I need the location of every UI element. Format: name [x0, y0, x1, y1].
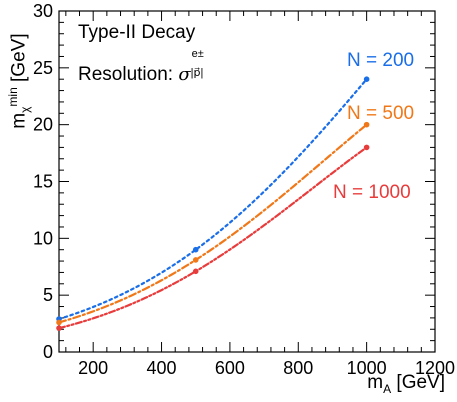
- annotation-sigma-sub: |p⃗|: [190, 67, 204, 79]
- y-tick-label: 20: [33, 115, 53, 135]
- annotation-decay-type: Type-II Decay: [78, 22, 196, 43]
- y-tick-label: 0: [43, 342, 53, 362]
- x-tick-label: 600: [215, 358, 245, 378]
- x-tick-label: 200: [78, 358, 108, 378]
- data-point: [56, 325, 62, 331]
- annotation-sigma: σ: [178, 64, 191, 85]
- annotation-resolution-label: Resolution:: [78, 64, 174, 85]
- series-curves: [57, 78, 368, 330]
- y-axis-title-wrap: mχmin [GeV]: [2, 30, 32, 130]
- x-tick-label: 400: [147, 358, 177, 378]
- x-tick-label: 800: [283, 358, 313, 378]
- annotation-sigma-sup: e±: [191, 48, 204, 60]
- series-label: N = 500: [347, 103, 414, 124]
- annotation-sigma-indices: e± |p⃗|: [190, 48, 215, 80]
- series-line: [57, 78, 368, 321]
- axis-tick-labels: 200 400 600 800 1000 1200 0 5 10 15 20 25 30: [33, 1, 455, 378]
- series-line: [57, 123, 368, 324]
- annotation-resolution: Resolution: σ e± |p⃗|: [78, 48, 215, 86]
- data-point: [363, 144, 370, 151]
- x-axis-title: mA [GeV]: [367, 372, 445, 396]
- x-tick-label: 1000: [347, 358, 387, 378]
- y-tick-label: 25: [33, 58, 53, 78]
- series-labels: N = 200 N = 500 N = 1000: [333, 50, 414, 203]
- x-tick-label: 1200: [415, 358, 455, 378]
- series-label: N = 200: [347, 50, 414, 71]
- data-point: [192, 246, 199, 253]
- series-line: [57, 146, 368, 330]
- y-tick-label: 15: [33, 172, 53, 192]
- y-tick-label: 5: [43, 285, 53, 305]
- data-point: [56, 319, 62, 326]
- series-points: [56, 76, 370, 331]
- y-tick-label: 30: [33, 1, 53, 21]
- data-point: [192, 268, 199, 275]
- data-point: [363, 121, 370, 128]
- y-tick-label: 10: [33, 228, 53, 248]
- data-point: [363, 76, 370, 82]
- axis-ticks: [59, 10, 436, 353]
- data-point: [192, 257, 199, 263]
- series-label: N = 1000: [333, 182, 411, 203]
- y-axis-title: mχmin [GeV]: [5, 33, 33, 129]
